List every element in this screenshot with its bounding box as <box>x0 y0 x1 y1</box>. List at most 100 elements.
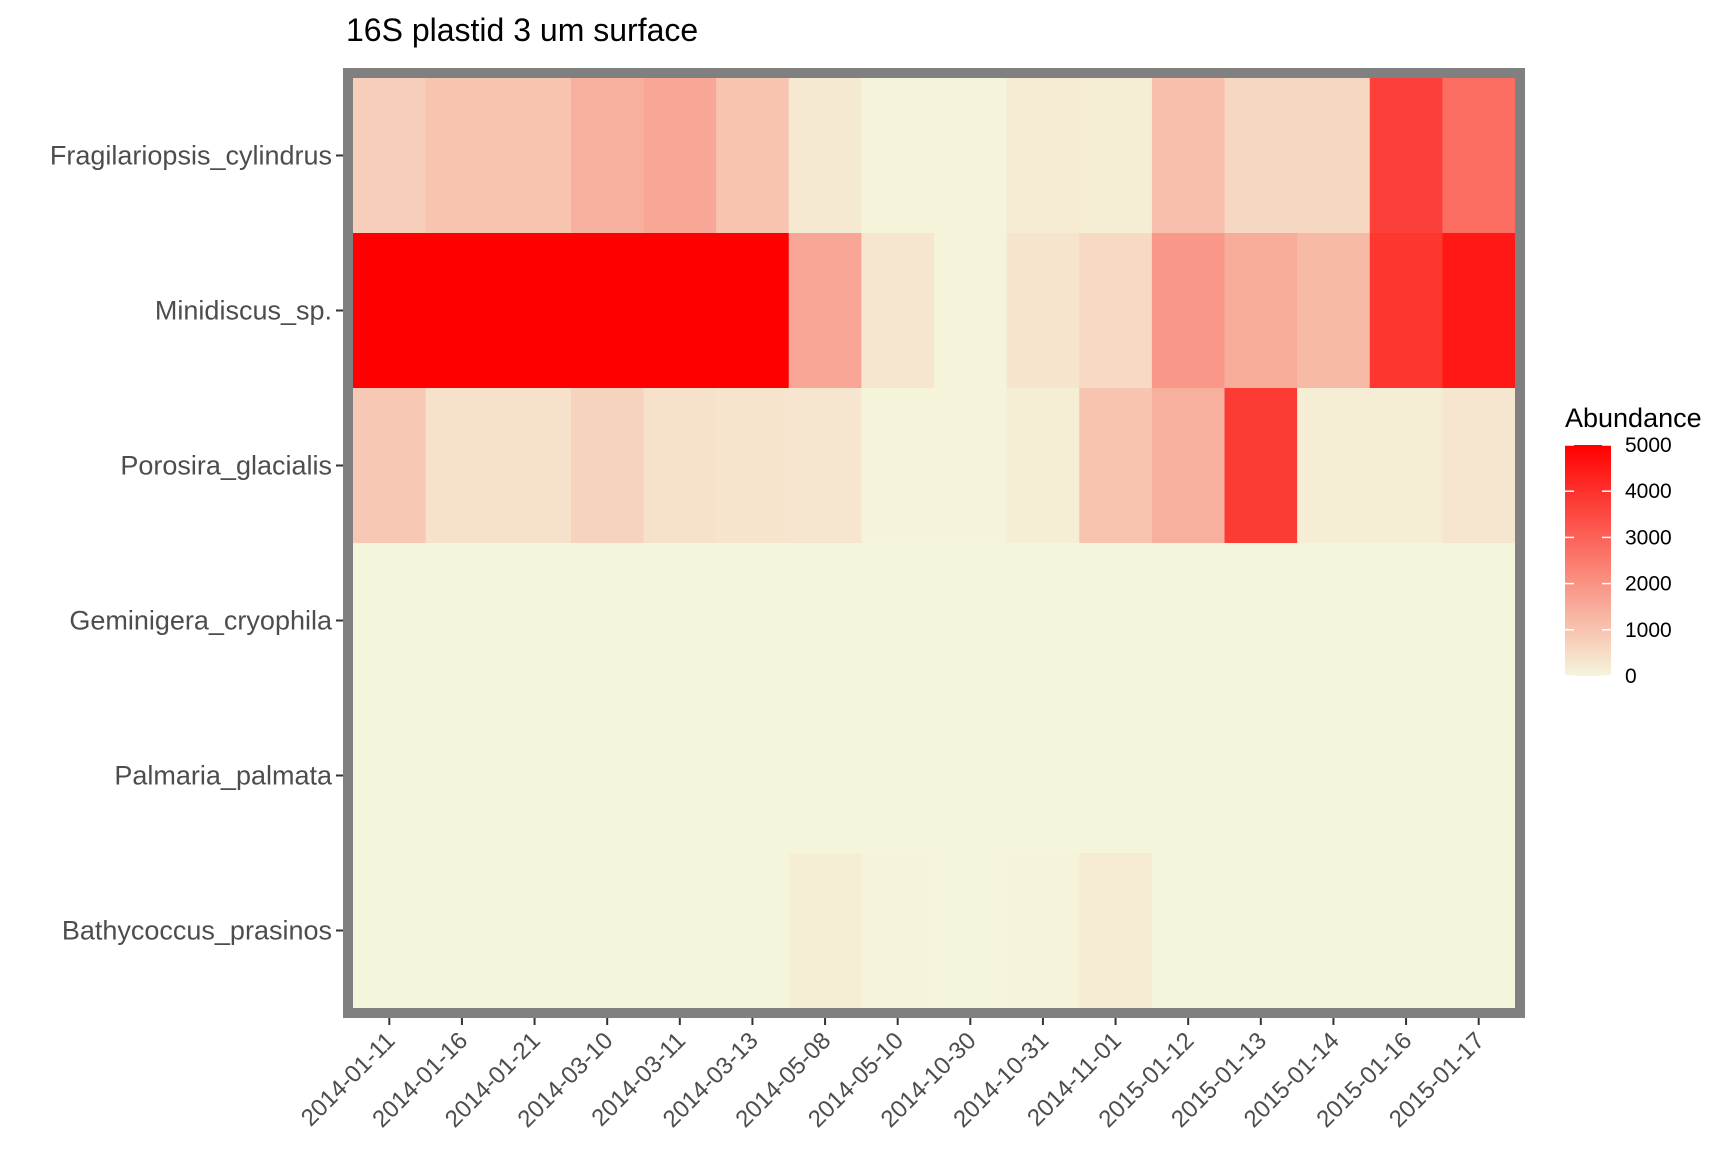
heatmap-cell <box>1369 543 1443 699</box>
legend-title: Abundance <box>1565 403 1702 433</box>
heatmap-cell <box>1297 388 1371 544</box>
heatmap-cell <box>861 853 935 1009</box>
heatmap-cell <box>1006 853 1080 1009</box>
heatmap-cell <box>788 698 862 854</box>
heatmap-cell <box>934 853 1008 1009</box>
heatmap-cell <box>1297 543 1371 699</box>
heatmap-cell <box>1224 78 1298 234</box>
y-tick-label: Porosira_glacialis <box>120 451 332 481</box>
legend-tick-label: 5000 <box>1625 434 1672 457</box>
legend-tick-label: 0 <box>1625 665 1637 688</box>
heatmap-cell <box>1151 388 1226 544</box>
heatmap-cell <box>353 388 427 544</box>
heatmap-cell <box>498 233 572 389</box>
heatmap-cell <box>353 233 427 389</box>
heatmap-cell <box>643 78 717 234</box>
heatmap-cell <box>934 388 1008 544</box>
heatmap-cell <box>498 543 572 699</box>
heatmap-cell <box>716 78 790 234</box>
heatmap-cell <box>353 698 427 854</box>
heatmap-cell <box>570 543 645 699</box>
heatmap-cell <box>1224 698 1298 854</box>
heatmap-cell <box>1151 78 1226 234</box>
heatmap-cell <box>1079 698 1153 854</box>
y-tick-label: Minidiscus_sp. <box>155 296 332 326</box>
heatmap-cell <box>1079 543 1153 699</box>
heatmap-cell <box>425 853 499 1009</box>
heatmap-cell <box>1224 853 1298 1009</box>
heatmap-cell <box>1442 388 1516 544</box>
heatmap-cell <box>498 388 572 544</box>
heatmap-cell <box>861 698 935 854</box>
heatmap-cell <box>1442 543 1516 699</box>
heatmap-cell <box>1224 543 1298 699</box>
y-axis: Fragilariopsis_cylindrus Minidiscus_sp. Po… <box>50 141 343 946</box>
heatmap-cell <box>1224 233 1298 389</box>
legend-colorbar <box>1565 445 1611 676</box>
heatmap-cell <box>788 543 862 699</box>
panel-border <box>343 68 1525 1018</box>
y-tick-label: Palmaria_palmata <box>114 761 333 791</box>
heatmap-cell <box>498 853 572 1009</box>
heatmap-cell <box>716 388 790 544</box>
heatmap-cell <box>353 853 427 1009</box>
heatmap-cell <box>425 78 499 234</box>
heatmap-cell <box>1369 853 1443 1009</box>
heatmap-cell <box>353 543 427 699</box>
heatmap-cell <box>643 388 717 544</box>
heatmap-cell <box>353 78 427 234</box>
heatmap-cell <box>716 233 790 389</box>
heatmap-cell <box>788 853 862 1009</box>
heatmap-cell <box>1297 233 1371 389</box>
legend: Abundance 0 1000 2000 3000 4000 5000 <box>1565 403 1702 688</box>
heatmap-cell <box>861 388 935 544</box>
heatmap-cell <box>716 853 790 1009</box>
heatmap-cell <box>570 853 645 1009</box>
heatmap-cell <box>643 233 717 389</box>
heatmap-cell <box>1442 233 1516 389</box>
heatmap-cell <box>1151 698 1226 854</box>
heatmap-cell <box>1224 388 1298 544</box>
heatmap-cell <box>425 698 499 854</box>
y-tick-label: Fragilariopsis_cylindrus <box>50 141 332 171</box>
heatmap-cell <box>1442 78 1516 234</box>
x-axis: 2014-01-112014-01-162014-01-212014-03-10… <box>296 1018 1490 1133</box>
heatmap-cell <box>1079 233 1153 389</box>
heatmap-cell <box>1006 388 1080 544</box>
heatmap-cell <box>1151 853 1226 1009</box>
heatmap-cell <box>643 853 717 1009</box>
heatmap-cell <box>1006 78 1080 234</box>
heatmap-cell <box>934 543 1008 699</box>
heatmap-cell <box>1151 233 1226 389</box>
heatmap-cell <box>788 233 862 389</box>
heatmap-cell <box>934 698 1008 854</box>
legend-ticks: 0 1000 2000 3000 4000 5000 <box>1565 434 1672 688</box>
heatmap-cell <box>1297 78 1371 234</box>
heatmap-cell <box>425 388 499 544</box>
heatmap-cell <box>570 698 645 854</box>
heatmap-cell <box>1006 543 1080 699</box>
heatmap-cell <box>1006 233 1080 389</box>
heatmap-cell <box>1369 78 1443 234</box>
heatmap-cell <box>1151 543 1226 699</box>
y-tick-label: Bathycoccus_prasinos <box>62 916 332 946</box>
legend-tick-label: 2000 <box>1625 573 1672 596</box>
heatmap-cell <box>1369 233 1443 389</box>
legend-tick-label: 1000 <box>1625 619 1672 642</box>
chart-title: 16S plastid 3 um surface <box>346 12 698 48</box>
heatmap-cell <box>1079 853 1153 1009</box>
heatmap-cell <box>570 78 645 234</box>
heatmap-cell <box>934 78 1008 234</box>
heatmap-cell <box>643 698 717 854</box>
heatmap-cell <box>788 388 862 544</box>
heatmap-cell <box>1442 853 1516 1009</box>
heatmap-cells <box>353 78 1516 1009</box>
legend-tick-label: 4000 <box>1625 480 1672 503</box>
heatmap-cell <box>570 388 645 544</box>
heatmap-cell <box>1006 698 1080 854</box>
legend-tick-label: 3000 <box>1625 526 1672 549</box>
heatmap-cell <box>425 543 499 699</box>
heatmap-cell <box>498 698 572 854</box>
heatmap-cell <box>934 233 1008 389</box>
